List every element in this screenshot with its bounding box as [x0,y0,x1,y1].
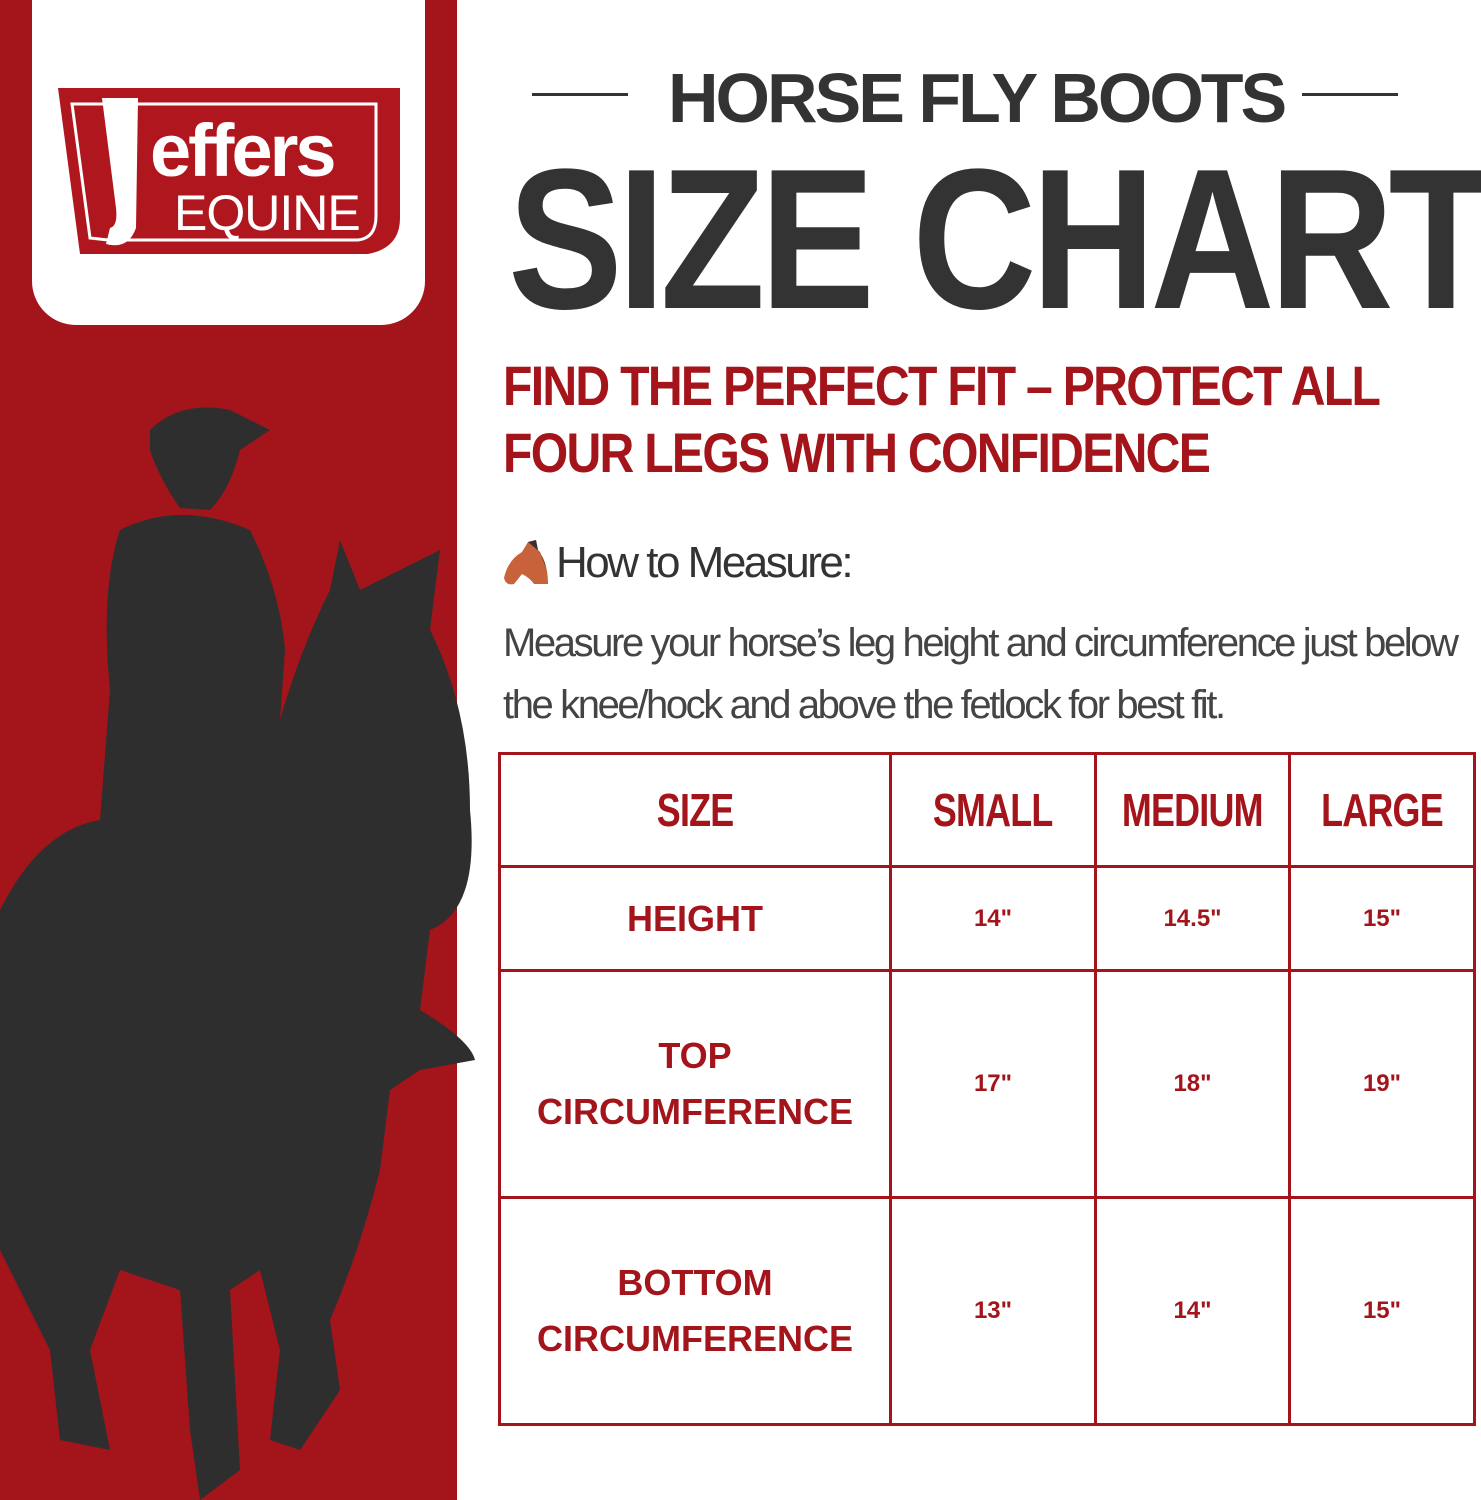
header-cell: SIZE [498,752,892,868]
row-label: HEIGHT [498,865,892,972]
how-to-measure: How to Measure: [500,538,854,588]
value-cell: 13" [889,1196,1097,1426]
subheading-line-1: FIND THE PERFECT FIT – PROTECT ALL [503,354,1381,417]
headline-text: SIZE CHART [508,128,1481,351]
headline: SIZE CHART [508,140,1481,340]
how-to-measure-label: How to Measure: [556,538,854,587]
subheading-line-2: FOUR LEGS WITH CONFIDENCE [503,421,1211,484]
value-cell: 14.5" [1094,865,1291,972]
svg-text:effers: effers [150,109,334,192]
header-cell: MEDIUM [1094,752,1291,868]
value-cell: 18" [1094,969,1291,1199]
horse-rider-silhouette [0,407,475,1500]
title-dash-right [1302,93,1398,96]
row-label: BOTTOM CIRCUMFERENCE [498,1196,892,1426]
table-row: BOTTOM CIRCUMFERENCE 13" 14" 15" [498,1196,1476,1426]
left-red-panel: effers EQUINE [0,0,475,1500]
table-header-row: SIZE SMALL MEDIUM LARGE [498,752,1476,868]
size-table: SIZE SMALL MEDIUM LARGE HEIGHT 14" 14.5"… [498,752,1476,1426]
value-cell: 14" [889,865,1097,972]
jeffers-equine-logo: effers EQUINE [58,88,400,254]
value-cell: 17" [889,969,1097,1199]
value-cell: 15" [1288,1196,1476,1426]
title-dash-left [532,93,628,96]
table-row: HEIGHT 14" 14.5" 15" [498,865,1476,972]
table-row: TOP CIRCUMFERENCE 17" 18" 19" [498,969,1476,1199]
value-cell: 14" [1094,1196,1291,1426]
horse-face-icon [504,540,548,585]
measure-instructions: Measure your horse’s leg height and circ… [503,621,1459,727]
row-label: TOP CIRCUMFERENCE [498,969,892,1199]
subheading: FIND THE PERFECT FIT – PROTECT ALL FOUR … [503,352,1481,486]
svg-text:EQUINE: EQUINE [174,185,360,241]
value-cell: 19" [1288,969,1476,1199]
header-cell: SMALL [889,752,1097,868]
product-title: HORSE FLY BOOTS [668,59,1287,137]
header-cell: LARGE [1288,752,1476,868]
value-cell: 15" [1288,865,1476,972]
